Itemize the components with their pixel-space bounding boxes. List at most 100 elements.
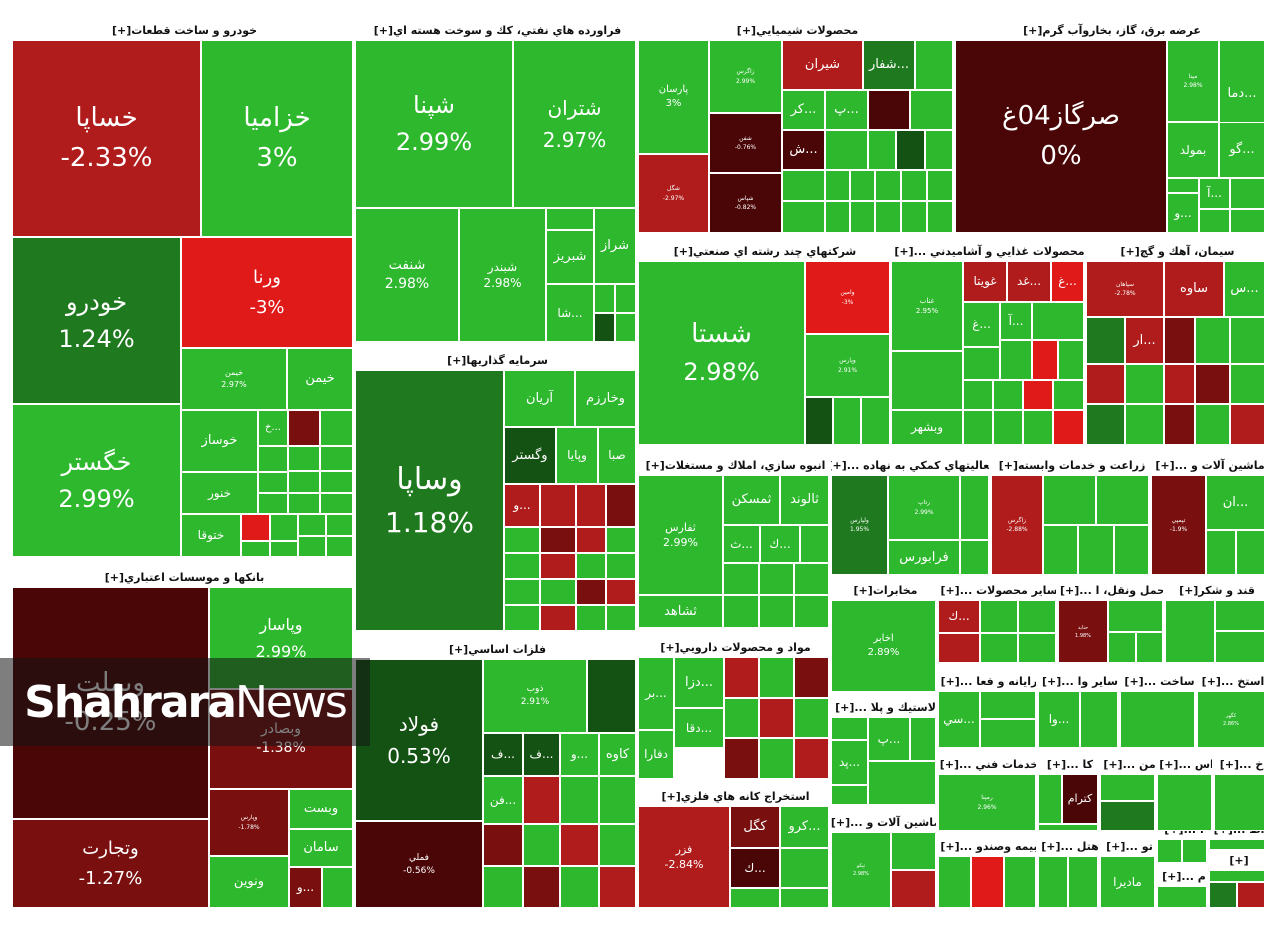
stock-tile[interactable] bbox=[805, 397, 833, 445]
expand-plus-icon[interactable]: [+] bbox=[1046, 757, 1067, 771]
stock-tile[interactable] bbox=[1230, 404, 1265, 445]
expand-plus-icon[interactable]: [+] bbox=[939, 757, 959, 771]
stock-tile[interactable] bbox=[1236, 530, 1265, 575]
stock-tile[interactable] bbox=[925, 130, 953, 170]
stock-tile[interactable] bbox=[1164, 404, 1195, 445]
stock-tile[interactable] bbox=[320, 471, 353, 493]
stock-tile[interactable] bbox=[825, 201, 850, 233]
sector-header-extract[interactable]: استخ ... [+] bbox=[1197, 671, 1265, 691]
stock-tile-shebandar[interactable]: شبندر 2.98% bbox=[459, 208, 546, 342]
stock-tile[interactable] bbox=[606, 579, 636, 605]
stock-tile[interactable] bbox=[298, 514, 326, 536]
sector-header-mach[interactable]: ماشين آلات و ... [+] bbox=[1151, 455, 1265, 475]
expand-plus-icon[interactable]: [+] bbox=[1041, 839, 1061, 853]
stock-tile[interactable] bbox=[1164, 364, 1195, 404]
expand-plus-icon[interactable]: [+] bbox=[111, 23, 132, 37]
stock-tile[interactable] bbox=[270, 514, 298, 541]
stock-tile-vapaya[interactable]: وپايا bbox=[556, 427, 598, 484]
stock-tile-vaa[interactable]: وا... bbox=[1038, 691, 1080, 748]
stock-tile-fmeli[interactable]: فملي -0.56% bbox=[355, 821, 483, 908]
stock-tile[interactable] bbox=[875, 170, 901, 201]
stock-tile[interactable] bbox=[576, 579, 606, 605]
stock-tile-daga[interactable]: دقا... bbox=[674, 708, 724, 748]
stock-tile[interactable] bbox=[891, 870, 936, 908]
stock-tile[interactable] bbox=[891, 832, 936, 870]
sector-header-man[interactable]: من ... [+] bbox=[1100, 754, 1155, 774]
stock-tile[interactable] bbox=[901, 201, 927, 233]
stock-tile[interactable] bbox=[1032, 302, 1084, 340]
expand-plus-icon[interactable]: [+] bbox=[1179, 583, 1199, 597]
stock-tile[interactable] bbox=[298, 536, 326, 557]
stock-tile-khsapa[interactable]: خساپا -2.33% bbox=[12, 40, 201, 237]
stock-tile[interactable] bbox=[1086, 404, 1125, 445]
sector-header-hotel[interactable]: هتل ... [+] bbox=[1038, 836, 1098, 856]
stock-tile[interactable] bbox=[523, 776, 560, 824]
stock-tile-tr1[interactable]: حتايد 1.98% bbox=[1058, 600, 1108, 663]
sector-header-invest[interactable]: سرمايه گذاريها [+] bbox=[355, 350, 636, 370]
stock-tile-shefa[interactable]: شفار... bbox=[863, 40, 915, 90]
stock-tile[interactable] bbox=[483, 866, 523, 908]
sector-header-plus[interactable]: [+] bbox=[1209, 850, 1265, 870]
stock-tile-f2[interactable]: ف... bbox=[523, 733, 560, 776]
stock-tile[interactable] bbox=[1043, 475, 1096, 525]
stock-tile-shiran[interactable]: شيران bbox=[782, 40, 863, 90]
expand-plus-icon[interactable]: [+] bbox=[1041, 674, 1062, 688]
stock-tile-vesapa[interactable]: وساپا 1.18% bbox=[355, 370, 504, 631]
stock-tile-zagros[interactable]: زاگرس 2.99% bbox=[709, 40, 782, 113]
expand-plus-icon[interactable]: [+] bbox=[1106, 839, 1126, 853]
expand-plus-icon[interactable]: [+] bbox=[1120, 244, 1140, 258]
stock-tile[interactable] bbox=[1230, 209, 1265, 233]
expand-plus-icon[interactable]: [+] bbox=[1124, 674, 1144, 688]
stock-tile-parsan[interactable]: پارسان 3% bbox=[638, 40, 709, 154]
sector-header-mach2[interactable]: ماشين آلات و ... [+] bbox=[831, 812, 936, 832]
stock-tile[interactable] bbox=[1068, 856, 1098, 908]
stock-tile[interactable] bbox=[1043, 525, 1078, 575]
stock-tile[interactable] bbox=[320, 446, 353, 471]
stock-tile[interactable] bbox=[891, 351, 963, 410]
stock-tile[interactable] bbox=[993, 410, 1023, 445]
stock-tile-kave[interactable]: كاوه bbox=[599, 733, 636, 776]
stock-tile[interactable] bbox=[1058, 340, 1084, 380]
stock-tile-gh2[interactable]: غ... bbox=[963, 302, 1000, 347]
stock-tile-a[interactable]: آ... bbox=[1199, 178, 1230, 209]
stock-tile[interactable] bbox=[794, 738, 829, 779]
stock-tile-temaskan[interactable]: ثمسكن bbox=[723, 475, 780, 525]
stock-tile[interactable] bbox=[320, 410, 353, 446]
stock-tile[interactable] bbox=[782, 170, 825, 201]
stock-tile[interactable] bbox=[759, 657, 794, 698]
stock-tile[interactable] bbox=[1206, 530, 1236, 575]
stock-tile[interactable] bbox=[1100, 801, 1155, 831]
stock-tile[interactable] bbox=[320, 493, 353, 514]
stock-tile-kar[interactable]: كر... bbox=[782, 90, 825, 130]
stock-tile[interactable] bbox=[875, 201, 901, 233]
stock-tile[interactable] bbox=[270, 541, 298, 557]
stock-tile[interactable] bbox=[850, 201, 875, 233]
stock-tile[interactable] bbox=[825, 170, 850, 201]
stock-tile[interactable] bbox=[576, 484, 606, 527]
stock-tile[interactable] bbox=[322, 867, 353, 908]
stock-tile[interactable] bbox=[560, 866, 599, 908]
stock-tile[interactable] bbox=[1157, 839, 1182, 863]
stock-tile[interactable] bbox=[606, 527, 636, 553]
stock-tile[interactable] bbox=[1157, 774, 1212, 831]
stock-tile[interactable] bbox=[594, 284, 615, 313]
stock-tile[interactable] bbox=[794, 698, 829, 738]
stock-tile[interactable] bbox=[241, 514, 270, 541]
sector-header-other[interactable]: ساير محصولات ... [+] bbox=[938, 580, 1056, 600]
stock-tile[interactable] bbox=[288, 446, 320, 471]
sector-header-utility[interactable]: عرضه برق، گاز، بخاروآب گرم [+] bbox=[955, 20, 1265, 40]
sector-header-pharma[interactable]: مواد و محصولات دارويي [+] bbox=[638, 637, 829, 657]
stock-tile-saveh[interactable]: ساوه bbox=[1164, 261, 1224, 317]
expand-plus-icon[interactable]: [+] bbox=[448, 642, 469, 656]
stock-tile[interactable] bbox=[1108, 600, 1163, 632]
stock-tile-vo[interactable]: و... bbox=[1167, 193, 1199, 233]
stock-tile[interactable] bbox=[1214, 774, 1265, 831]
sector-header-multi[interactable]: شركتهاي چند رشته اي صنعتي [+] bbox=[638, 241, 888, 261]
stock-tile[interactable] bbox=[724, 738, 759, 779]
stock-tile[interactable] bbox=[938, 633, 980, 663]
stock-tile[interactable] bbox=[1086, 364, 1125, 404]
stock-tile-m1[interactable]: وپارس 2.91% bbox=[805, 334, 890, 397]
expand-plus-icon[interactable]: [+] bbox=[940, 674, 960, 688]
stock-tile-farabors[interactable]: فرابورس bbox=[888, 540, 960, 575]
stock-tile[interactable] bbox=[258, 472, 288, 493]
